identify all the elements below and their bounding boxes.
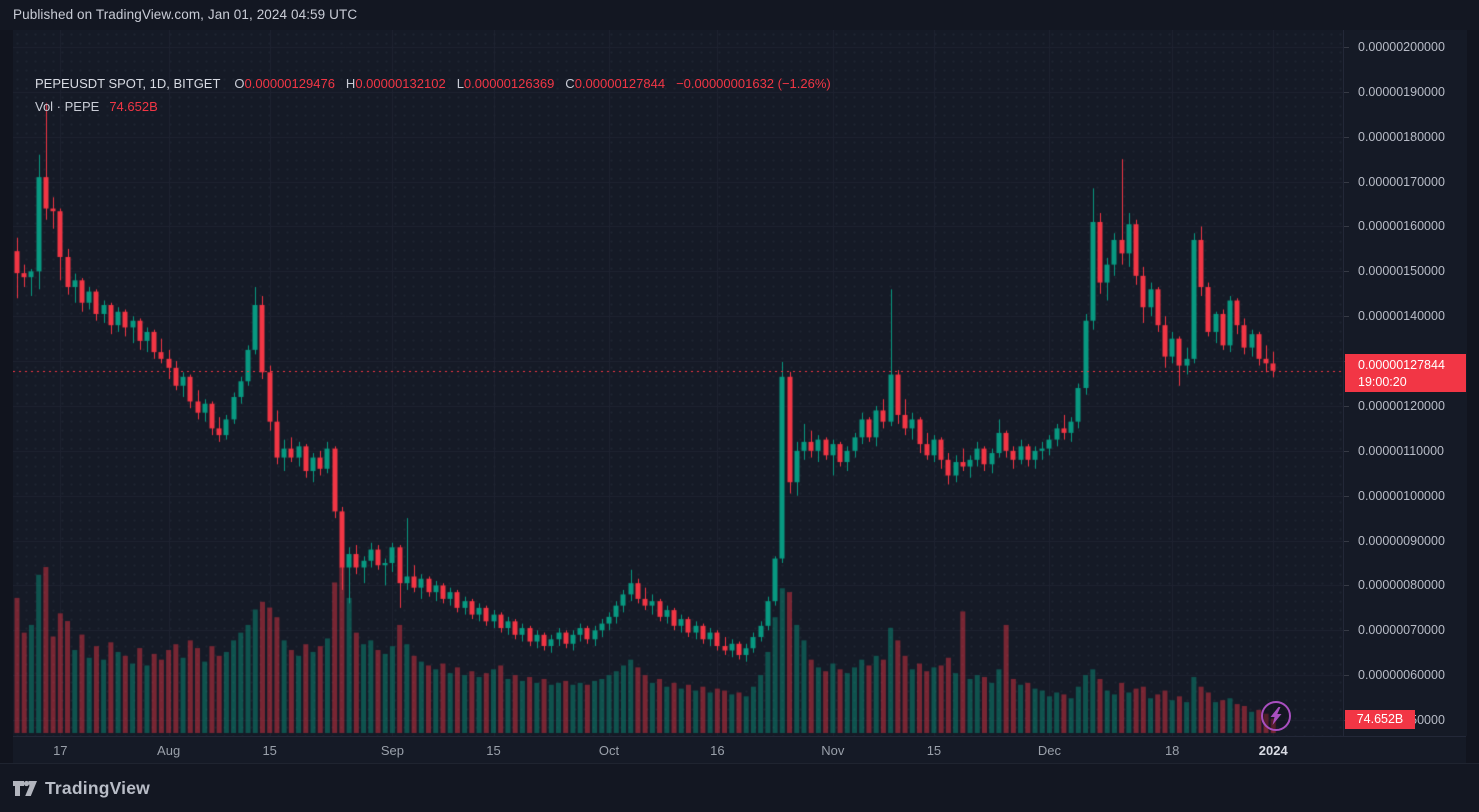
open-label: O: [234, 76, 245, 91]
high-value: 0.00000132102: [355, 76, 446, 91]
time-tick-label: 15: [262, 743, 277, 758]
volume-value: 74.652B: [109, 99, 158, 114]
time-tick-label: Oct: [598, 743, 620, 758]
time-axis[interactable]: 17 Aug 15 Sep 15 Oct 16 Nov 15 Dec 18 2024: [13, 736, 1466, 764]
candlestick-chart-canvas[interactable]: [13, 30, 1343, 736]
close-label: C: [565, 76, 575, 91]
lightning-bolt-icon: [1270, 707, 1282, 725]
price-tick-mark: [1344, 226, 1349, 228]
price-tick-mark: [1344, 405, 1349, 407]
time-tick-label: Dec: [1037, 743, 1062, 758]
price-tick-label: 0.00000160000: [1344, 218, 1467, 234]
volume-label: Vol · PEPE: [35, 99, 100, 114]
tradingview-brand[interactable]: TradingView: [45, 778, 150, 798]
price-tick-mark: [1344, 495, 1349, 497]
price-tick-label: 0.00000090000: [1344, 533, 1467, 549]
open-value: 0.00000129476: [244, 76, 335, 91]
chart-pane[interactable]: PEPEUSDT SPOT, 1D, BITGET O0.00000129476 H…: [13, 30, 1343, 736]
price-tick-label: 0.00000190000: [1344, 84, 1467, 100]
low-label: L: [456, 76, 464, 91]
price-tick-label: 0.00000060000: [1344, 667, 1467, 683]
price-axis[interactable]: 0.00000200000 0.00000190000 0.00000180000 0…: [1343, 30, 1467, 736]
price-tick-mark: [1344, 450, 1349, 452]
tradingview-logo-icon: [13, 780, 37, 797]
price-tick-mark: [1344, 630, 1349, 632]
price-tick-mark: [1344, 181, 1349, 183]
time-tick-label: 18: [1164, 743, 1180, 758]
price-tick-mark: [1344, 540, 1349, 542]
high-label: H: [345, 76, 356, 91]
price-tick-mark: [1344, 136, 1349, 138]
low-value: 0.00000126369: [463, 76, 555, 91]
time-tick-label: Nov: [821, 743, 845, 758]
price-tick-mark: [1344, 91, 1349, 93]
time-tick-label: 16: [710, 743, 725, 758]
change-value: −0.00000001632 (−1.26%): [676, 76, 831, 91]
time-tick-label: 15: [486, 743, 501, 758]
price-tick-label: 0.00000110000: [1344, 443, 1467, 459]
price-tick-label: 0.00000070000: [1344, 622, 1467, 638]
price-tick-label: 0.00000200000: [1344, 39, 1467, 55]
price-tick-mark: [1344, 585, 1349, 587]
close-value: 0.00000127844: [574, 76, 666, 91]
price-tick-label: 0.00000100000: [1344, 488, 1467, 504]
price-tick-label: 0.00000150000: [1344, 263, 1467, 279]
time-tick-label: 2024: [1258, 743, 1288, 758]
footer-bar: TradingView: [0, 763, 1479, 812]
last-price-value: 0.00000127844: [1358, 358, 1445, 372]
price-tick-mark: [1344, 316, 1349, 318]
time-tick-label: 17: [53, 743, 68, 758]
time-tick-label: 15: [926, 743, 942, 758]
price-tick-label: 0.00000120000: [1344, 398, 1467, 414]
time-tick-label: Sep: [380, 743, 405, 758]
price-tick-mark: [1344, 675, 1349, 677]
price-tick-label: 0.00000080000: [1344, 577, 1467, 593]
price-tick-mark: [1344, 47, 1349, 48]
published-line: Published on TradingView.com, Jan 01, 20…: [13, 7, 358, 22]
symbol-title: PEPEUSDT SPOT, 1D, BITGET: [35, 76, 221, 91]
price-tick-label: 0.00000180000: [1344, 129, 1467, 145]
chart-legend: PEPEUSDT SPOT, 1D, BITGET O0.00000129476 H…: [35, 72, 831, 118]
price-tick-label: 0.00000140000: [1344, 308, 1467, 324]
legend-ohlc-row: PEPEUSDT SPOT, 1D, BITGET O0.00000129476 H…: [35, 72, 831, 95]
price-tick-mark: [1344, 271, 1349, 273]
boost-button[interactable]: [1261, 701, 1291, 731]
price-tick-label: 0.00000170000: [1344, 174, 1467, 190]
published-header-bar: Published on TradingView.com, Jan 01, 20…: [0, 0, 1479, 30]
legend-volume-row: Vol · PEPE 74.652B: [35, 95, 831, 118]
bar-countdown: 19:00:20: [1358, 375, 1407, 389]
volume-badge: 74.652B: [1345, 710, 1415, 729]
last-price-badge: 0.00000127844 19:00:20: [1345, 354, 1466, 392]
time-tick-label: Aug: [157, 743, 181, 758]
